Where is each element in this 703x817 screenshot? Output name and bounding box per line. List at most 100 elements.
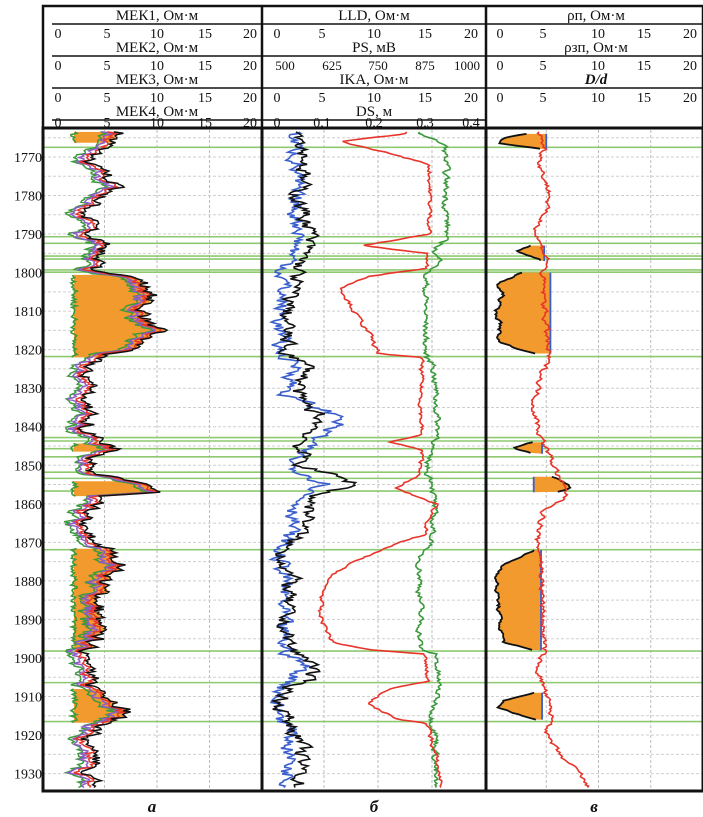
rho-zp-scale: 0 5 10 15 20 (497, 59, 698, 74)
rho-p-curve (515, 244, 542, 262)
panel-label-b: б (370, 797, 380, 816)
dd-tick-3: 15 (637, 91, 651, 106)
depth-tick-label: 1800 (14, 267, 42, 282)
rho-p-tick-3: 15 (637, 27, 651, 42)
rho-p-curve (493, 271, 536, 355)
ps-tick-0: 500 (275, 58, 295, 73)
grid-layer (43, 130, 703, 789)
mek1-tick-3: 15 (198, 27, 212, 42)
rho-p-tick-0: 0 (497, 27, 504, 42)
mek2-tick-4: 20 (243, 59, 257, 74)
mek2-tick-2: 10 (150, 59, 164, 74)
invasion-zone-fill (514, 442, 543, 454)
rho-zp-curve (530, 131, 590, 788)
depth-tick-label: 1870 (14, 536, 42, 551)
depth-axis: 1770 1780 1790 1800 1810 1820 1830 1840 1850 1860… (14, 151, 42, 783)
invasion-zone-fill (495, 550, 541, 651)
header-b: LLD, Ом·м PS, мВ IKA, Ом·м DS, м 0 5 10 … (262, 8, 486, 131)
mek3-tick-1: 5 (104, 91, 111, 106)
dd-scale: 0 5 10 15 20 (497, 91, 698, 106)
invasion-zone-fill (533, 476, 571, 493)
mek-reservoir-fill (74, 689, 129, 723)
rho-zp-tick-0: 0 (497, 59, 504, 74)
ds-tick-0: 0 (274, 116, 281, 131)
ika-tick-1: 5 (319, 91, 326, 106)
lld-tick-3: 15 (418, 27, 432, 42)
invasion-zone-fill (497, 692, 543, 720)
dd-tick-1: 5 (540, 91, 547, 106)
ps-tick-2: 750 (368, 58, 388, 73)
depth-tick-label: 1880 (14, 575, 42, 590)
panel-label-a: а (148, 797, 157, 816)
dd-title: D/d (584, 72, 608, 88)
invasion-zone-fill (494, 272, 551, 354)
depth-tick-label: 1780 (14, 190, 42, 205)
mek4-base-curve (67, 688, 80, 724)
rho-zp-tick-2: 10 (591, 59, 605, 74)
rho-p-scale: 0 5 10 15 20 (497, 27, 698, 42)
mek1-tick-1: 5 (104, 27, 111, 42)
header-block: МЕК1, Ом·м МЕК2, Ом·м МЕК3, Ом·м МЕК4, О… (41, 4, 703, 131)
log-curve-ika (268, 131, 345, 789)
mek2-tick-3: 15 (198, 59, 212, 74)
track-frame-c (484, 126, 703, 793)
depth-tick-label: 1930 (14, 768, 42, 783)
mek4-base-curve (70, 131, 79, 144)
ika-tick-3: 15 (418, 91, 432, 106)
dd-tick-2: 10 (591, 91, 605, 106)
ika-tick-2: 10 (367, 91, 381, 106)
depth-tick-label: 1820 (14, 344, 42, 359)
header-a: МЕК1, Ом·м МЕК2, Ом·м МЕК3, Ом·м МЕК4, О… (52, 8, 262, 131)
log-curve-lld (272, 131, 358, 788)
ika-scale: 0 5 10 15 20 (274, 91, 479, 106)
ps-tick-1: 625 (322, 58, 342, 73)
mek3-title: МЕК3, Ом·м (116, 72, 199, 88)
log-curve-ps (317, 131, 443, 788)
depth-tick-label: 1900 (14, 652, 42, 667)
mek4-base-curve (68, 547, 79, 651)
mek3-tick-3: 15 (198, 91, 212, 106)
depth-tick-label: 1910 (14, 691, 42, 706)
rho-p-curve (512, 441, 533, 454)
depth-tick-label: 1890 (14, 613, 42, 628)
mek-curve (76, 131, 169, 789)
depth-tick-label: 1920 (14, 729, 42, 744)
mek1-title: МЕК1, Ом·м (116, 8, 199, 24)
depth-tick-label: 1790 (14, 228, 42, 243)
ps-title: PS, мВ (352, 40, 396, 56)
mek1-scale: 0 5 10 15 20 (55, 27, 258, 42)
rho-p-curve (498, 133, 541, 150)
rho-p-title: ρп, Ом·м (567, 8, 625, 24)
ika-tick-4: 20 (464, 91, 478, 106)
rho-zp-tick-3: 15 (637, 59, 651, 74)
ps-scale: 500 625 750 875 1000 (275, 58, 480, 73)
mek4-base-curve (69, 480, 80, 497)
depth-tick-label: 1850 (14, 459, 42, 474)
mek3-tick-2: 10 (150, 91, 164, 106)
panel-label-c: в (590, 797, 598, 816)
depth-tick-label: 1840 (14, 421, 42, 436)
mek1-tick-4: 20 (243, 27, 257, 42)
ds-title: DS, м (356, 104, 393, 120)
mek2-title: МЕК2, Ом·м (116, 40, 199, 56)
lld-tick-2: 10 (367, 27, 381, 42)
dd-tick-0: 0 (497, 91, 504, 106)
curves-layer (63, 131, 590, 789)
mek3-scale: 0 5 10 15 20 (55, 91, 258, 106)
mek2-tick-0: 0 (55, 59, 62, 74)
lld-scale: 0 5 10 15 20 (274, 27, 479, 42)
header-c: ρп, Ом·м ρзп, Ом·м D/d 0 5 10 15 20 0 5 … (486, 8, 703, 106)
depth-tick-label: 1810 (14, 305, 42, 320)
mek-reservoir-fill (74, 274, 165, 358)
depth-tick-label: 1770 (14, 151, 42, 166)
rho-p-tick-4: 20 (683, 27, 697, 42)
ika-title: IKA, Ом·м (340, 72, 409, 88)
rho-p-curve (493, 549, 535, 651)
mek4-tick-1: 5 (104, 116, 111, 131)
mek4-base-curve (70, 442, 80, 452)
mek2-tick-1: 5 (104, 59, 111, 74)
log-curve-ds (414, 131, 452, 788)
mek1-tick-0: 0 (55, 27, 62, 42)
rho-zp-tick-4: 20 (683, 59, 697, 74)
